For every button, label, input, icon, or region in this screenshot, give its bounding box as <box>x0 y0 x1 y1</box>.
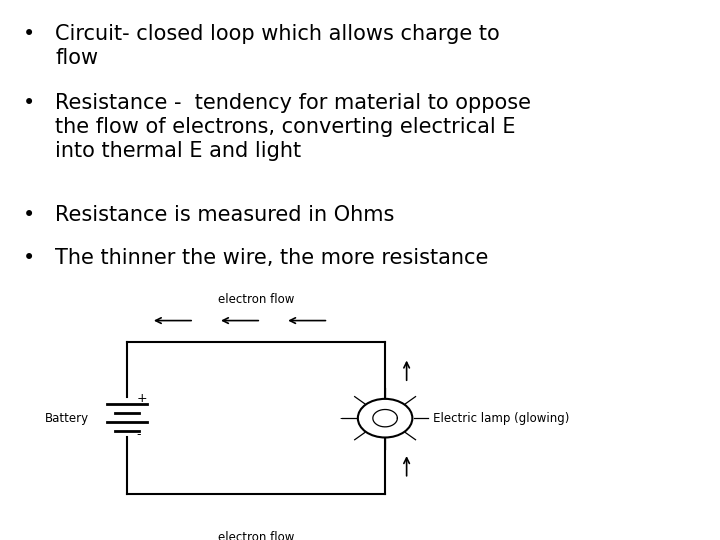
Text: The thinner the wire, the more resistance: The thinner the wire, the more resistanc… <box>55 248 489 268</box>
Text: - Electric lamp (glowing): - Electric lamp (glowing) <box>426 411 570 424</box>
Text: Resistance -  tendency for material to oppose
the flow of electrons, converting : Resistance - tendency for material to op… <box>55 93 531 161</box>
Text: Resistance is measured in Ohms: Resistance is measured in Ohms <box>55 205 395 225</box>
Text: •: • <box>23 24 35 44</box>
Text: •: • <box>23 93 35 113</box>
Text: electron flow: electron flow <box>218 293 294 306</box>
Text: -: - <box>340 411 344 424</box>
Text: Circuit- closed loop which allows charge to
flow: Circuit- closed loop which allows charge… <box>55 24 500 68</box>
Text: +: + <box>136 392 147 405</box>
Text: -: - <box>136 428 140 441</box>
Text: •: • <box>23 248 35 268</box>
Text: electron flow: electron flow <box>218 531 294 540</box>
Text: •: • <box>23 205 35 225</box>
Circle shape <box>358 399 413 437</box>
Text: Battery: Battery <box>45 411 89 424</box>
